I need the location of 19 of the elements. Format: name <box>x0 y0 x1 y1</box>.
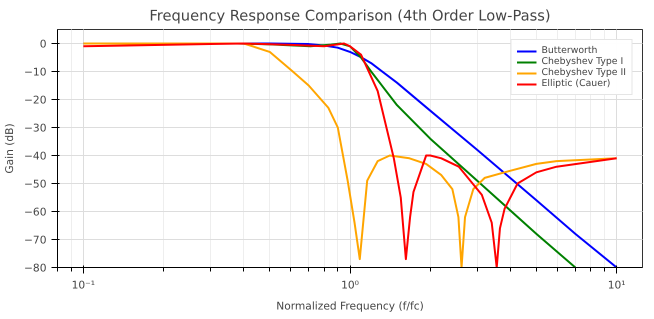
y-tick-label: 0 <box>40 38 47 50</box>
legend-label: Chebyshev Type II <box>542 67 626 78</box>
y-tick-label: −70 <box>24 234 47 246</box>
chart-title: Frequency Response Comparison (4th Order Low-Pass) <box>149 8 551 24</box>
y-tick-label: −10 <box>24 66 47 78</box>
legend-label: Elliptic (Cauer) <box>542 78 610 89</box>
y-tick-label: −50 <box>24 178 47 190</box>
x-tick-label: 10⁰ <box>341 278 359 292</box>
y-tick-label: −20 <box>24 94 47 106</box>
y-tick-label: −60 <box>24 206 47 218</box>
y-tick-label: −40 <box>24 150 47 162</box>
legend-label: Butterworth <box>542 45 598 56</box>
x-tick-label: 10¹ <box>608 278 626 292</box>
y-tick-label: −30 <box>24 122 47 134</box>
y-axis-title: Gain (dB) <box>3 123 16 174</box>
y-tick-label: −80 <box>24 262 47 274</box>
x-tick-label: 10⁻¹ <box>72 278 96 292</box>
legend-label: Chebyshev Type I <box>542 56 624 67</box>
x-axis-title: Normalized Frequency (f/fc) <box>276 300 424 312</box>
